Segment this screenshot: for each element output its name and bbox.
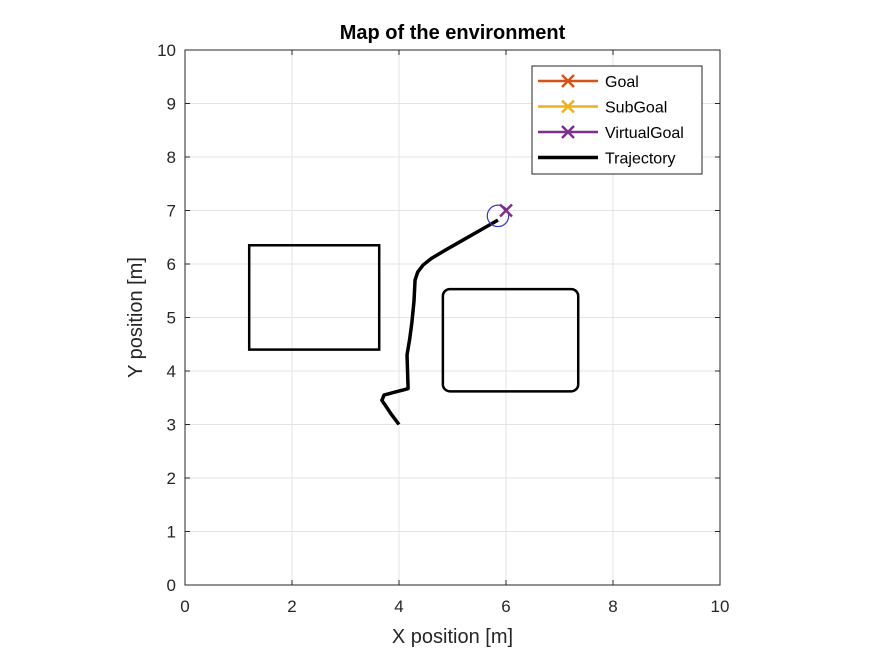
obstacles xyxy=(247,244,580,393)
legend-marker-stroke-b xyxy=(561,125,575,139)
x-tick-label: 10 xyxy=(711,597,730,616)
x-tick-label: 4 xyxy=(394,597,403,616)
marker-virtualgoal xyxy=(499,203,513,218)
series xyxy=(380,203,513,426)
y-tick-label: 0 xyxy=(167,576,176,595)
series-trajectory xyxy=(380,218,499,426)
legend-marker xyxy=(561,125,575,139)
y-tick-label: 9 xyxy=(167,95,176,114)
obstacle-2 xyxy=(441,287,580,393)
legend-item-virtualgoal: VirtualGoal xyxy=(538,125,684,142)
x-tick-label: 6 xyxy=(501,597,510,616)
y-tick-label: 5 xyxy=(167,309,176,328)
y-tick-label: 6 xyxy=(167,255,176,274)
y-tick-label: 8 xyxy=(167,148,176,167)
y-tick-label: 10 xyxy=(157,41,176,60)
y-tick-label: 1 xyxy=(167,523,176,542)
legend-label: VirtualGoal xyxy=(605,125,684,142)
y-tick-label: 2 xyxy=(167,469,176,488)
y-tick-label: 3 xyxy=(167,416,176,435)
chart-title: Map of the environment xyxy=(340,22,566,44)
legend-marker-stroke-b xyxy=(561,74,575,88)
x-tick-label: 8 xyxy=(608,597,617,616)
legend-item-subgoal: SubGoal xyxy=(538,100,667,117)
legend-item-goal: Goal xyxy=(538,74,639,91)
robot-circle xyxy=(486,204,510,228)
x-tick-label: 0 xyxy=(180,597,189,616)
legend-item-trajectory: Trajectory xyxy=(538,151,676,168)
x-axis-label: X position [m] xyxy=(392,626,513,648)
legend-label: Trajectory xyxy=(605,151,676,168)
obstacle-1 xyxy=(247,244,381,351)
legend-label: Goal xyxy=(605,74,639,91)
legend: Goal SubGoal VirtualGoal Trajectory xyxy=(531,65,703,175)
legend-marker-stroke-b xyxy=(561,99,575,114)
legend-marker xyxy=(561,74,575,88)
legend-marker xyxy=(561,99,575,114)
y-tick-label: 4 xyxy=(167,362,176,381)
y-axis-label: Y position [m] xyxy=(125,257,147,378)
legend-label: SubGoal xyxy=(605,100,667,117)
y-tick-label: 7 xyxy=(167,202,176,221)
marker-virtualgoal-stroke-b xyxy=(499,203,513,218)
ticks: 0 2 4 6 8 10 0 1 2 3 4 5 6 7 8 9 10 xyxy=(157,41,729,616)
x-tick-label: 2 xyxy=(287,597,296,616)
